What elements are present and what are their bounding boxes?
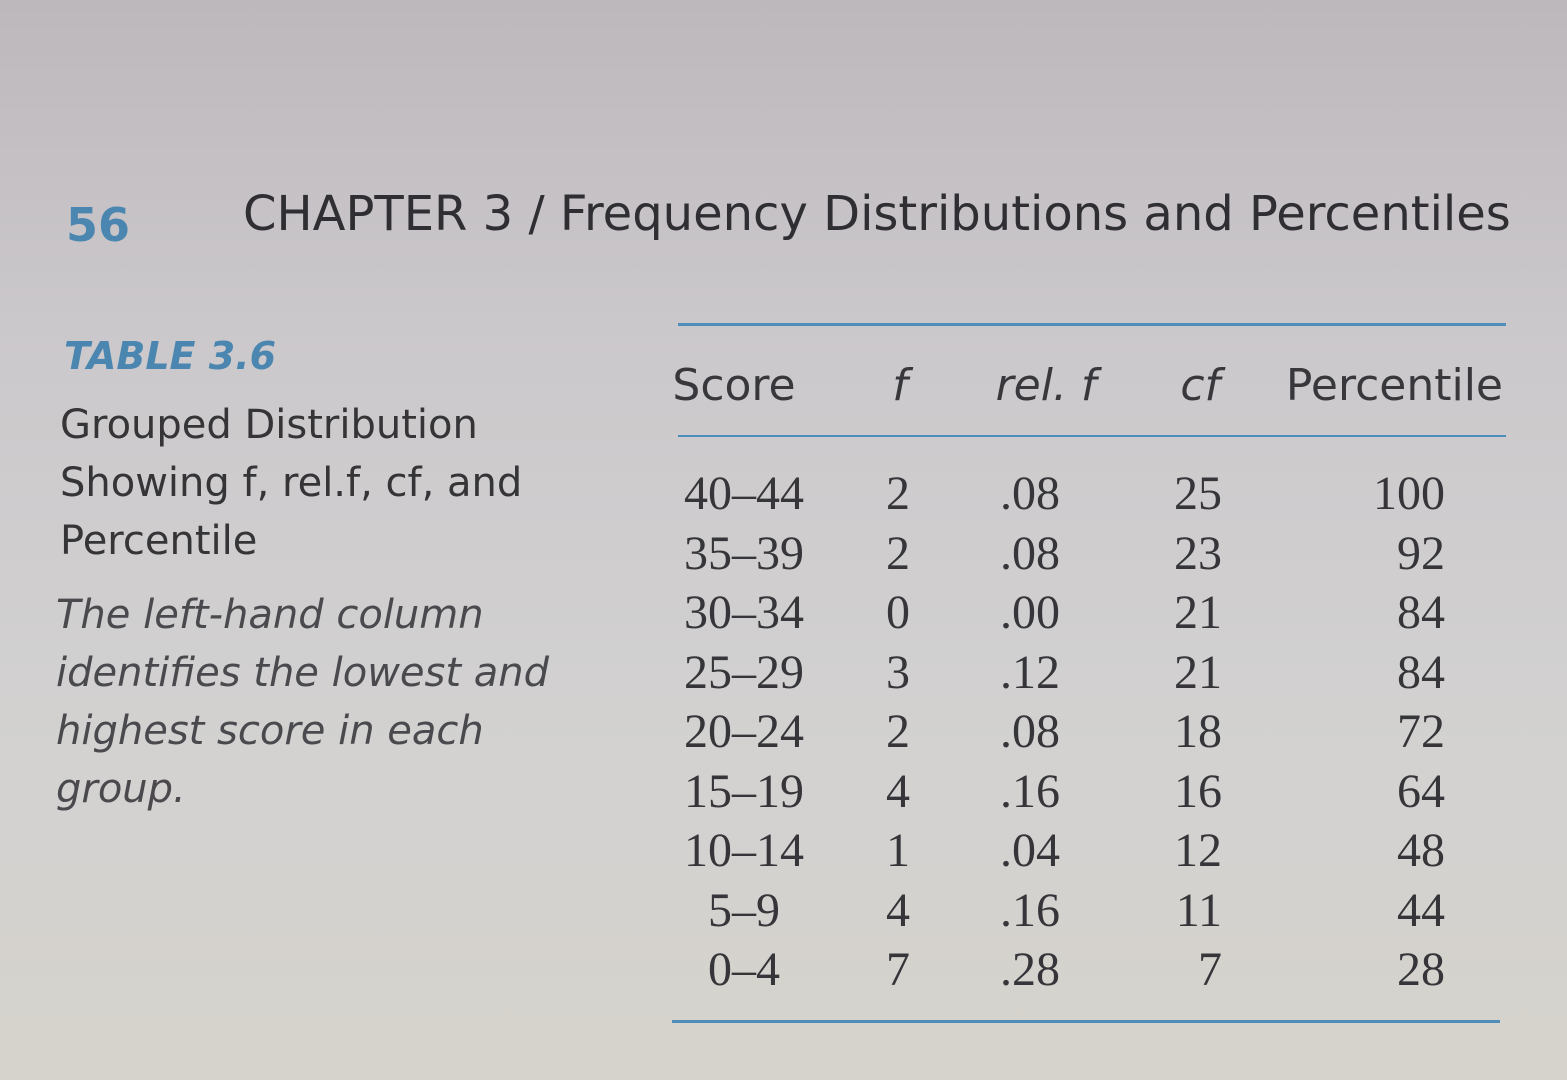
table-cell: 15–19 [684,764,804,818]
table-note: The left-hand column identifies the lowe… [56,592,550,812]
table-cell: 30–34 [684,586,804,639]
table-cell: .16 [1000,883,1060,937]
column-header: Percentile [1285,360,1503,411]
table-cell: 0 [886,586,910,639]
table-cell: 7 [1198,943,1222,996]
table-cell: 4 [886,764,910,818]
column-header: cf [1180,360,1220,411]
table-cell: 35–39 [684,526,804,580]
table-cell: 25 [1174,467,1222,520]
table-cell: 92 [1397,526,1445,580]
table-cell: 0–4 [708,943,780,996]
table-title: Grouped Distribution Showing f, rel.f, c… [60,402,523,564]
table-cell: .16 [1000,764,1060,818]
table-cell: 5–9 [708,883,780,937]
table-cell: 72 [1397,705,1445,758]
table-cell: 44 [1397,883,1445,937]
table-cell: .08 [1000,705,1060,758]
table-cell: 7 [886,943,910,996]
top-rule [678,323,1506,326]
table-cell: 40–44 [684,467,804,520]
table-cell: 21 [1174,645,1222,699]
table-cell: 84 [1397,645,1445,699]
table-cell: 21 [1174,586,1222,639]
table-cell: 64 [1397,764,1445,818]
table-cell: .12 [1000,645,1060,699]
table-cell: .04 [1000,824,1060,877]
table-cell: 48 [1397,824,1445,877]
table-cell: 16 [1174,764,1222,818]
column-header: f [892,360,908,411]
table-cell: 1 [886,824,910,877]
table-cell: 4 [886,883,910,937]
table-cell: .28 [1000,943,1060,996]
table-cell: 84 [1397,586,1445,639]
table-cell: 10–14 [684,824,804,877]
table-label: TABLE 3.6 [64,334,277,378]
column-header: Score [672,360,796,411]
table-cell: 2 [886,467,910,520]
table-cell: 11 [1175,883,1222,937]
table-cell: 25–29 [684,645,804,699]
page-number: 56 [66,198,131,252]
header-rule [678,435,1506,437]
table-cell: 28 [1397,943,1445,996]
column-header: rel. f [995,360,1097,411]
table-cell: .08 [1000,467,1060,520]
bottom-rule [672,1020,1500,1023]
table-cell: .08 [1000,526,1060,580]
table-cell: 23 [1174,526,1222,580]
table-cell: 20–24 [684,705,804,758]
table-cell: 100 [1373,467,1445,520]
table-cell: 18 [1174,705,1222,758]
table-cell: 12 [1174,824,1222,877]
table-cell: 3 [886,645,910,699]
table-cell: 2 [886,705,910,758]
table-cell: .00 [1000,586,1060,639]
chapter-heading: CHAPTER 3 / Frequency Distributions and … [243,186,1511,242]
table-cell: 2 [886,526,910,580]
